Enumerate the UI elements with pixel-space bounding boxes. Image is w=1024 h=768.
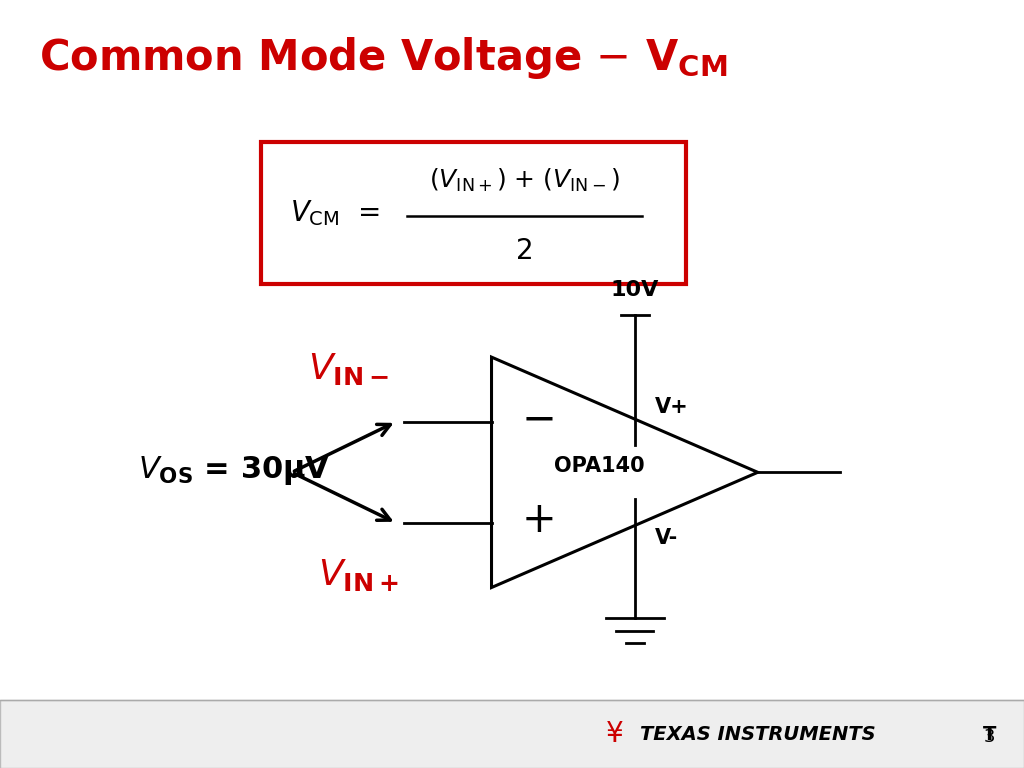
Text: $(V_{\mathregular{IN+}})$ + $(V_{\mathregular{IN-}})$: $(V_{\mathregular{IN+}})$ + $(V_{\mathre… xyxy=(429,167,620,194)
Bar xyxy=(0,700,1024,768)
Text: 3: 3 xyxy=(984,728,995,746)
Text: $V_{\mathregular{CM}}$  =: $V_{\mathregular{CM}}$ = xyxy=(290,198,380,228)
Text: $-$: $-$ xyxy=(521,398,554,439)
Text: $V_{\mathregular{IN+}}$: $V_{\mathregular{IN+}}$ xyxy=(318,558,398,593)
Text: ¥: ¥ xyxy=(605,720,624,748)
Text: $V_{\mathregular{IN-}}$: $V_{\mathregular{IN-}}$ xyxy=(308,352,388,387)
Text: TEXAS INSTRUMENTS: TEXAS INSTRUMENTS xyxy=(640,725,876,743)
Text: V+: V+ xyxy=(655,397,689,417)
Bar xyxy=(261,142,686,284)
Text: V-: V- xyxy=(655,528,679,548)
Text: $V_{\mathregular{OS}}$ = 30μV: $V_{\mathregular{OS}}$ = 30μV xyxy=(138,454,331,486)
Text: OPA140: OPA140 xyxy=(554,456,644,476)
Text: Common Mode Voltage $-$ V$_{\mathregular{CM}}$: Common Mode Voltage $-$ V$_{\mathregular… xyxy=(39,35,727,81)
Text: T: T xyxy=(983,725,996,743)
Text: 2: 2 xyxy=(516,237,534,266)
Text: $+$: $+$ xyxy=(521,499,554,541)
Text: 10V: 10V xyxy=(610,280,659,300)
